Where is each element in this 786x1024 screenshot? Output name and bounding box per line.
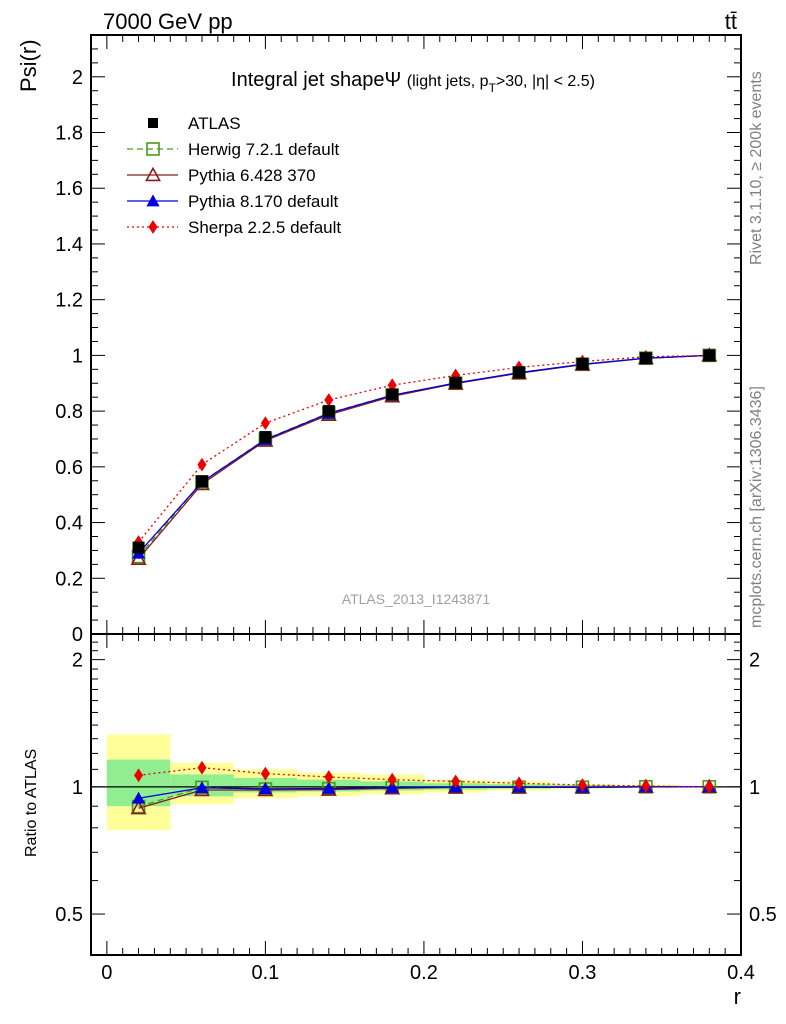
- y-tick-label: 1.4: [55, 234, 83, 256]
- series-line: [138, 354, 710, 543]
- ratio-y-tick-label-right: 1: [749, 777, 760, 799]
- ratio-y-tick-label-right: 0.5: [749, 904, 777, 926]
- main-ylabel: Psi(r): [16, 39, 41, 92]
- legend-marker: [145, 166, 161, 182]
- ratio-data-point: [260, 766, 270, 781]
- data-point: [576, 357, 589, 370]
- y-tick-label: 0.4: [55, 513, 83, 535]
- series-line: [138, 354, 710, 557]
- ratio-data-point: [385, 780, 399, 793]
- ratio-data-point: [704, 779, 714, 794]
- analysis-watermark: ATLAS_2013_I1243871: [342, 591, 491, 607]
- legend-label: Pythia 8.170 default: [188, 192, 339, 211]
- data-point: [639, 352, 652, 365]
- ratio-y-tick-label: 0.5: [55, 904, 83, 926]
- main-title: Integral jet shapeΨ (light jets, pT>30, …: [231, 69, 595, 95]
- series-line: [138, 354, 710, 560]
- energy-label: 7000 GeV pp: [103, 9, 233, 34]
- ratio-data-point: [134, 768, 144, 783]
- ratio-data-point: [577, 778, 587, 792]
- ratio-ylabel: Ratio to ATLAS: [23, 749, 40, 857]
- ratio-panel: 0 0.1 0.2 0.3 0.4 0.5 0.5 1 1 2 2: [55, 633, 777, 984]
- data-point: [703, 349, 716, 362]
- y-tick-label: 1.2: [55, 290, 83, 312]
- y-tick-label: 0.2: [55, 568, 83, 590]
- mcplots-label: mcplots.cern.ch [arXiv:1306.3436]: [748, 386, 765, 628]
- data-point: [324, 393, 334, 407]
- ratio-y-tick-label-right: 2: [749, 650, 760, 672]
- x-tick-label: 0.1: [251, 962, 279, 984]
- y-tick-label: 0.8: [55, 401, 83, 423]
- main-title-text: Integral jet shapeΨ: [231, 69, 401, 91]
- title-detail-suffix: >30, |η| < 2.5): [496, 73, 595, 90]
- legend-marker: [146, 194, 160, 207]
- ratio-data-point: [197, 760, 207, 775]
- ratio-data-point: [322, 781, 336, 794]
- data-point: [386, 388, 399, 401]
- legend-marker: [146, 142, 160, 156]
- ratio-data-point: [641, 779, 651, 793]
- x-tick-label: 0: [101, 962, 112, 984]
- ratio-data-point: [514, 776, 524, 791]
- x-tick-label: 0.4: [727, 962, 755, 984]
- title-detail-subscript: T: [489, 81, 497, 95]
- legend: ATLAS Herwig 7.2.1 default Pythia 6.428 37…: [127, 114, 341, 237]
- xlabel: r: [734, 984, 741, 1009]
- ratio-data-point: [131, 791, 146, 804]
- legend-label: Herwig 7.2.1 default: [188, 140, 339, 159]
- ratio-y-tick-label: 1: [72, 777, 83, 799]
- y-tick-label: 1.6: [55, 178, 83, 200]
- legend-label: ATLAS: [188, 114, 241, 133]
- x-tick-label: 0.2: [410, 962, 438, 984]
- ratio-series-line: [138, 786, 710, 799]
- data-point: [387, 378, 397, 393]
- title-detail-prefix: (light jets, p: [407, 73, 489, 90]
- legend-marker: [148, 220, 158, 234]
- legend-label: Pythia 6.428 370: [188, 166, 316, 185]
- rivet-label: Rivet 3.1.10, ≥ 200k events: [748, 71, 765, 265]
- ratio-data-point: [324, 770, 334, 784]
- y-tick-label: 0.6: [55, 457, 83, 479]
- y-tick-label: 1.8: [55, 123, 83, 145]
- data-point: [513, 366, 526, 379]
- y-tick-label: 2: [72, 67, 83, 89]
- data-point: [197, 457, 207, 472]
- data-point: [259, 431, 272, 444]
- legend-label: Sherpa 2.2.5 default: [188, 218, 341, 237]
- data-point: [449, 376, 462, 389]
- data-point: [195, 475, 208, 488]
- process-label: tt̄: [725, 9, 737, 34]
- y-tick-label: 1: [72, 345, 83, 367]
- series-line: [138, 354, 710, 554]
- data-point: [260, 416, 270, 430]
- ratio-y-tick-label: 2: [72, 650, 83, 672]
- main-panel: 0 0.2 0.4 0.6 0.8 1 1.2 1.4 1.6 1.8 2: [55, 34, 742, 646]
- ratio-data-point: [387, 772, 397, 787]
- ratio-data-point: [258, 782, 272, 795]
- data-point: [322, 405, 335, 418]
- ratio-data-point: [451, 774, 461, 789]
- y-tick-label: 0: [72, 624, 83, 646]
- ratio-data-point: [195, 781, 209, 794]
- ratio-data-point: [130, 799, 147, 815]
- ratio-series-line: [138, 767, 710, 788]
- ratio-frame: [90, 633, 742, 956]
- x-tick-label: 0.3: [569, 962, 597, 984]
- legend-marker: [148, 118, 158, 128]
- data-point: [132, 541, 145, 554]
